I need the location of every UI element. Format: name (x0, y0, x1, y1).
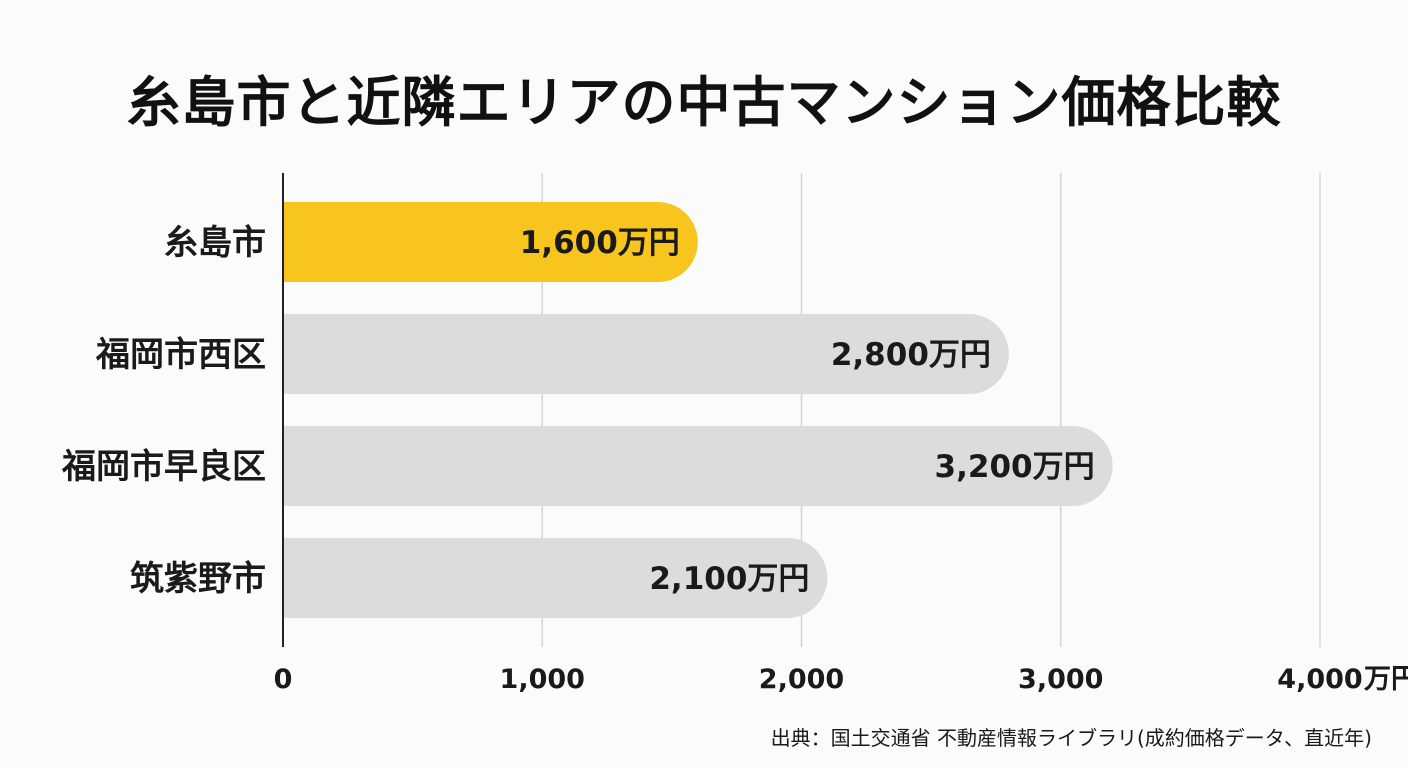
value-label: 1,600万円 (520, 225, 680, 261)
value-label: 2,800万円 (831, 337, 991, 373)
value-label: 2,100万円 (649, 561, 809, 597)
category-label: 筑紫野市 (130, 559, 266, 599)
category-label: 糸島市 (164, 223, 266, 263)
bar (283, 426, 1113, 506)
x-tick-label: 1,000 (500, 664, 585, 695)
bar (283, 538, 828, 618)
x-tick-label: 3,000 (1018, 664, 1103, 695)
bar (283, 202, 698, 282)
x-tick-label: 0 (274, 664, 293, 695)
chart-title: 糸島市と近隣エリアの中古マンション価格比較 (126, 71, 1282, 134)
category-label: 福岡市早良区 (61, 447, 266, 487)
category-label: 福岡市西区 (95, 335, 266, 375)
x-unit-label: 万円 (1364, 664, 1408, 695)
value-label: 3,200万円 (935, 449, 1095, 485)
bars (283, 202, 1113, 618)
bar (283, 314, 1009, 394)
x-tick-label: 2,000 (759, 664, 844, 695)
x-axis-ticks: 0 1,000 2,000 3,000 4,000 万円 (274, 664, 1408, 695)
x-tick-label: 4,000 (1277, 664, 1362, 695)
source-note: 出典：国土交通省 不動産情報ライブラリ(成約価格データ、直近年) (770, 726, 1372, 750)
